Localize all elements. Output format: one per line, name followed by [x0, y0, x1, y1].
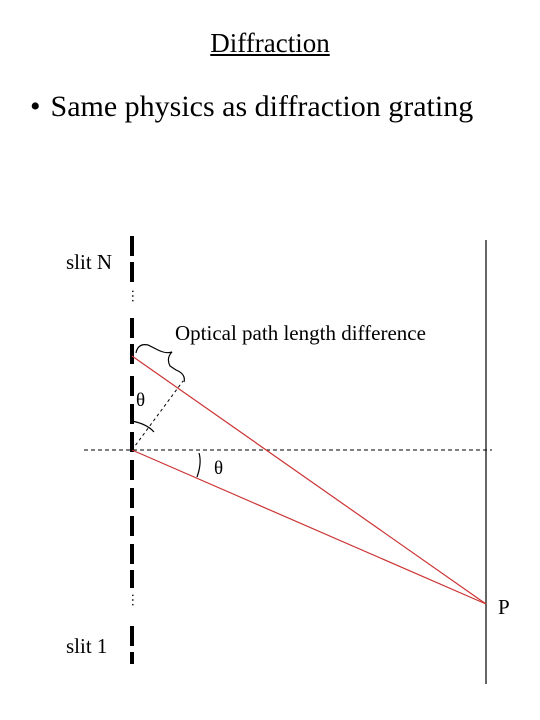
path-difference-label: Optical path length difference — [175, 321, 426, 345]
slit-1-label: slit 1 — [66, 634, 107, 658]
ellipsis-top: … — [128, 289, 143, 303]
angle-label-left: θ — [136, 390, 145, 411]
point-p-label: P — [498, 595, 510, 619]
angle-arc-left — [131, 420, 155, 433]
ray-bottom — [131, 449, 487, 605]
angle-arc-right — [196, 452, 201, 478]
bullet-item: • Same physics as diffraction grating — [30, 90, 473, 124]
angle-label-right: θ — [214, 458, 223, 479]
bullet-text: Same physics as diffraction grating — [50, 90, 474, 123]
ellipsis-bottom: … — [128, 593, 143, 607]
path-difference-brace — [135, 344, 185, 383]
slide-title: Diffraction — [210, 28, 330, 58]
ray-top — [131, 355, 487, 605]
slit-n-label: slit N — [66, 250, 112, 274]
perpendicular-line — [131, 380, 184, 451]
bullet-dot: • — [30, 90, 41, 123]
